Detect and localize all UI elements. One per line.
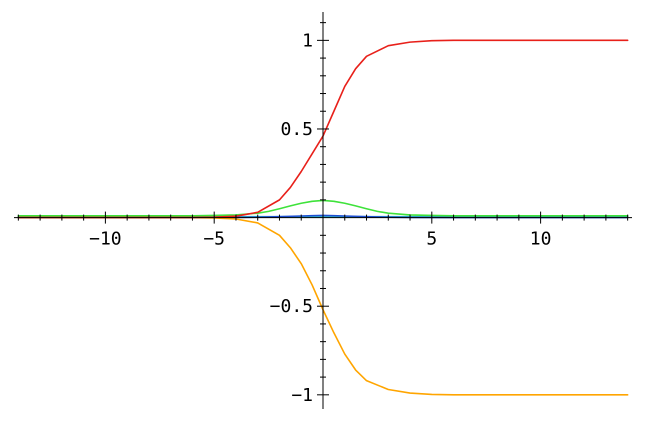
- tick-labels-layer: −10 −5 5 10 1 0.5 −0.5 −1: [89, 30, 551, 405]
- x-tick-label: −5: [203, 229, 225, 250]
- x-tick-label: 10: [530, 229, 552, 250]
- y-tick-label: 0.5: [280, 119, 313, 140]
- y-tick-label: −1: [291, 385, 313, 406]
- x-tick-label: 5: [426, 229, 437, 250]
- y-tick-label: −0.5: [270, 296, 313, 317]
- y-tick-label: 1: [302, 30, 313, 51]
- ticks-layer: [17, 22, 629, 396]
- x-tick-label: −10: [89, 229, 122, 250]
